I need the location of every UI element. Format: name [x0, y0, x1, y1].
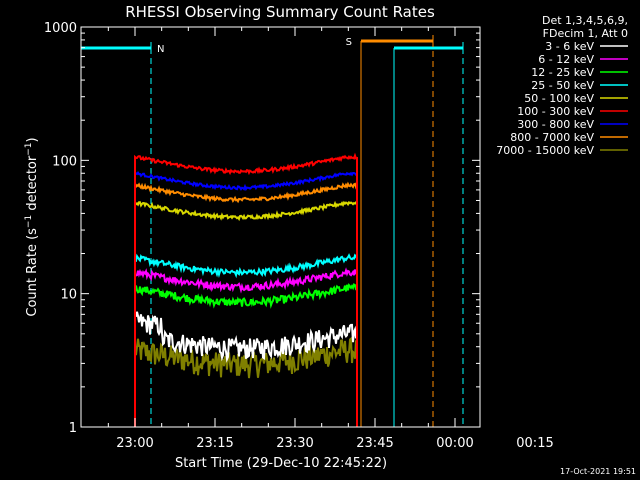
legend-label: 300 - 800 keV	[517, 118, 594, 131]
legend-header-line-1: Det 1,3,4,5,6,9,	[542, 14, 628, 27]
plot-frame	[80, 26, 481, 428]
x-tick-label: 00:00	[436, 436, 473, 451]
y-tick-label: 1	[69, 421, 77, 436]
chart-title: RHESSI Observing Summary Count Rates	[125, 3, 435, 21]
series-line-25-50keV	[134, 253, 358, 427]
y-axis-label-sup-2: −1	[24, 142, 34, 155]
series-line-800-7000keV	[134, 181, 358, 427]
legend-label: 50 - 100 keV	[524, 92, 594, 105]
y-axis-label: Count Rate (s−1 detector−1)	[24, 137, 40, 316]
y-axis-label-end: )	[25, 137, 40, 142]
series-line-300-800keV	[134, 171, 358, 427]
series-line-12-25keV	[134, 282, 358, 427]
y-tick-label: 1000	[44, 21, 77, 36]
y-axis-label-sup-1: −1	[24, 215, 34, 228]
series-line-6-12keV	[134, 267, 358, 427]
x-tick-label: 23:45	[356, 436, 393, 451]
legend-label: 12 - 25 keV	[531, 66, 594, 79]
series-line-3-6keV	[134, 311, 358, 427]
y-tick-label: 100	[52, 154, 77, 169]
timestamp: 17-Oct-2021 19:51	[560, 467, 636, 476]
series-line-50-100keV	[134, 198, 358, 427]
series-line-100-300keV	[134, 152, 358, 427]
legend-header-line-2: FDecim 1, Att 0	[543, 27, 628, 40]
legend-label: 25 - 50 keV	[531, 79, 594, 92]
x-axis: 23:00 23:15 23:30 23:45 00:00 00:15	[107, 27, 554, 451]
x-tick-label: 23:15	[196, 436, 233, 451]
legend: Det 1,3,4,5,6,9, FDecim 1, Att 0 3 - 6 k…	[496, 14, 628, 157]
legend-label: 7000 - 15000 keV	[496, 144, 594, 157]
y-tick-label: 10	[60, 288, 77, 303]
legend-label: 800 - 7000 keV	[510, 131, 594, 144]
x-tick-label: 23:30	[276, 436, 313, 451]
x-axis-label: Start Time (29-Dec-10 22:45:22)	[175, 456, 387, 471]
x-tick-label: 00:15	[516, 436, 553, 451]
legend-label: 6 - 12 keV	[538, 53, 594, 66]
flag-s-label: S	[346, 37, 352, 48]
legend-label: 3 - 6 keV	[545, 40, 594, 53]
y-axis-label-main: Count Rate (s	[25, 228, 40, 317]
y-axis-label-mid: detector	[25, 155, 40, 215]
x-tick-label: 23:00	[116, 436, 153, 451]
legend-label: 100 - 300 keV	[517, 105, 594, 118]
y-axis: 1 10 100 1000	[44, 21, 480, 436]
flag-n-label: N	[157, 44, 164, 55]
